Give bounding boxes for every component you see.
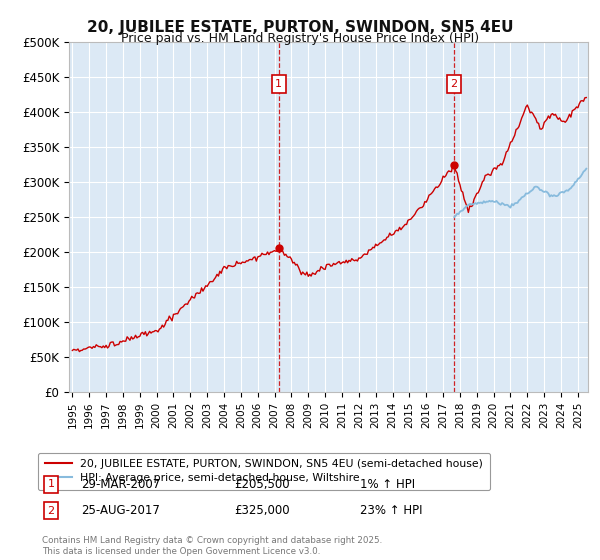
Text: 23% ↑ HPI: 23% ↑ HPI — [360, 504, 422, 517]
Text: £325,000: £325,000 — [234, 504, 290, 517]
Text: 2: 2 — [451, 79, 458, 89]
Text: 1: 1 — [47, 479, 55, 489]
Text: 20, JUBILEE ESTATE, PURTON, SWINDON, SN5 4EU: 20, JUBILEE ESTATE, PURTON, SWINDON, SN5… — [87, 20, 513, 35]
Text: 25-AUG-2017: 25-AUG-2017 — [81, 504, 160, 517]
Text: 1% ↑ HPI: 1% ↑ HPI — [360, 478, 415, 491]
Text: 29-MAR-2007: 29-MAR-2007 — [81, 478, 160, 491]
Text: 2: 2 — [47, 506, 55, 516]
Text: Price paid vs. HM Land Registry's House Price Index (HPI): Price paid vs. HM Land Registry's House … — [121, 32, 479, 45]
Text: £205,500: £205,500 — [234, 478, 290, 491]
Legend: 20, JUBILEE ESTATE, PURTON, SWINDON, SN5 4EU (semi-detached house), HPI: Average: 20, JUBILEE ESTATE, PURTON, SWINDON, SN5… — [38, 452, 490, 490]
Text: 1: 1 — [275, 79, 282, 89]
Text: Contains HM Land Registry data © Crown copyright and database right 2025.
This d: Contains HM Land Registry data © Crown c… — [42, 536, 382, 556]
